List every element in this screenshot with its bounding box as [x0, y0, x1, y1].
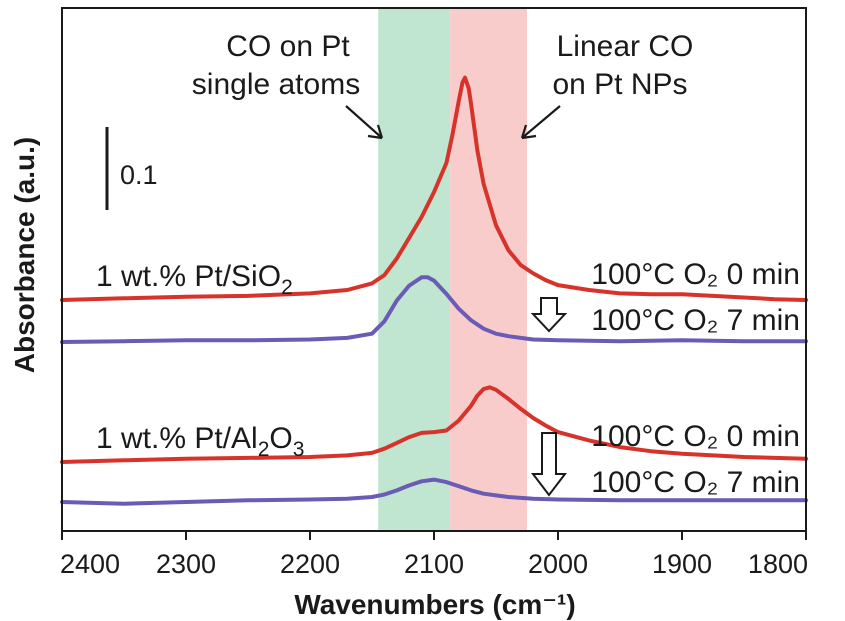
band-layer — [378, 8, 527, 531]
sample-label-al2o3-text: 1 wt.% Pt/Al — [96, 422, 258, 455]
arrow-pt-nps-icon — [522, 106, 560, 138]
sample-label-sio2-text: 1 wt.% Pt/SiO — [96, 260, 281, 293]
sample-label-sio2-sub: 2 — [281, 276, 293, 299]
x-axis-title-text: Wavenumbers (cm⁻¹) — [294, 589, 575, 620]
series-label-sio2-0min: 100°C O₂ 0 min — [591, 258, 800, 291]
sample-label-al2o3: 1 wt.% Pt/Al2O3 — [96, 422, 304, 461]
tick-layer: 2400 2300 2200 2100 2000 1900 1800 — [60, 531, 808, 579]
down-arrow-al2o3-icon — [533, 433, 565, 495]
sample-label-al2o3-mid: O — [269, 422, 292, 455]
band-label-single-atoms-line2: single atoms — [192, 68, 360, 101]
scale-bar-label: 0.1 — [120, 160, 158, 190]
arrow-single-atoms-icon — [346, 106, 382, 138]
x-tick-label-4: 2000 — [528, 549, 588, 579]
band-label-single-atoms-line1: CO on Pt — [226, 30, 350, 63]
series-label-al2o3-7min: 100°C O₂ 7 min — [591, 466, 800, 499]
sample-label-al2o3-sub1: 2 — [258, 438, 270, 461]
down-arrow-sio2-icon — [533, 298, 565, 331]
x-tick-label-0: 2400 — [60, 549, 120, 579]
sample-label-sio2: 1 wt.% Pt/SiO2 — [96, 260, 293, 299]
x-tick-label-5: 1900 — [652, 549, 712, 579]
x-tick-label-3: 2100 — [404, 549, 464, 579]
x-tick-label-1: 2300 — [156, 549, 216, 579]
x-tick-label-2: 2200 — [280, 549, 340, 579]
series-label-sio2-7min: 100°C O₂ 7 min — [591, 304, 800, 337]
band-label-pt-nps-line1: Linear CO — [557, 30, 694, 63]
sample-label-al2o3-sub2: 3 — [293, 438, 305, 461]
y-axis-title: Absorbance (a.u.) — [9, 137, 40, 373]
x-axis-title: Wavenumbers (cm⁻¹) — [294, 589, 575, 620]
band-label-pt-nps-line2: on Pt NPs — [552, 68, 687, 101]
series-label-al2o3-0min: 100°C O₂ 0 min — [591, 420, 800, 453]
x-tick-label-6: 1800 — [748, 549, 808, 579]
